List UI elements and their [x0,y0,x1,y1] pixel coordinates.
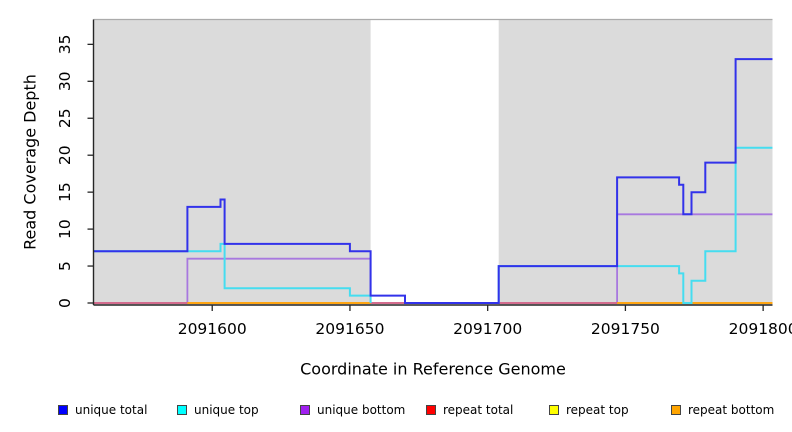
x-tick-label: 2091750 [591,320,660,338]
y-tick-label: 10 [56,219,74,239]
x-tick-label: 2091800 [729,320,792,338]
y-tick-label: 25 [56,108,74,128]
series-line-unique-top [497,146,773,304]
y-tick-label: 30 [56,71,74,91]
unique-total-swatch-icon [58,404,68,415]
legend-item-unique-total: unique total [58,402,147,417]
x-tick-label: 2091600 [178,320,247,338]
legend-label: unique total [75,402,148,417]
y-tick-label: 0 [56,298,74,308]
repeat-total-swatch-icon [426,404,436,415]
panel-background-region [93,19,371,305]
legend-label: repeat top [566,402,629,417]
unique-bottom-swatch-icon [300,404,310,415]
repeat-top-swatch-icon [549,404,559,415]
legend-item-unique-top: unique top [177,402,259,417]
x-tick-label: 2091650 [315,320,384,338]
y-tick-label: 5 [56,261,74,271]
y-axis-title: Read Coverage Depth [20,74,40,250]
series-line-unique-top [93,242,372,303]
legend-label: repeat bottom [688,402,775,417]
coverage-plot-canvas: 2091600 2091650 2091700 2091750 2091800 0 5 10 1… [56,18,792,338]
legend-item-repeat-bottom: repeat bottom [671,402,774,417]
y-tick-label: 20 [56,145,74,165]
unique-top-swatch-icon [177,404,187,415]
y-tick-label: 35 [56,34,74,54]
legend-item-unique-bottom: unique bottom [300,402,405,417]
legend-label: unique bottom [317,402,406,417]
legend-item-repeat-top: repeat top [549,402,629,417]
y-tick-label: 15 [56,182,74,202]
series-line-unique-total [93,58,773,304]
legend-label: unique top [194,402,259,417]
x-axis-title: Coordinate in Reference Genome [300,359,566,379]
x-tick-label: 2091700 [453,320,522,338]
legend-label: repeat total [443,402,514,417]
repeat-bottom-swatch-icon [671,404,681,415]
legend-item-repeat-total: repeat total [426,402,513,417]
legend: unique total unique top unique bottom re… [0,402,792,418]
